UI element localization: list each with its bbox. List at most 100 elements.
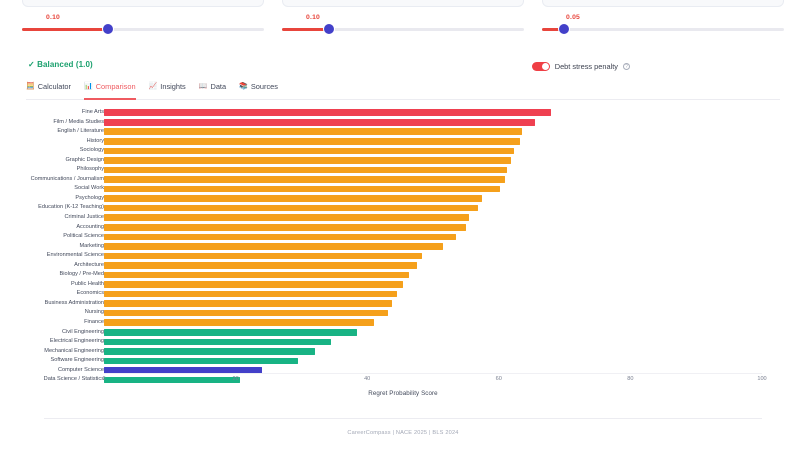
bar[interactable] <box>104 300 393 307</box>
question-card: How important is it that you truly enjoy… <box>542 0 784 7</box>
bar-row[interactable]: Mechanical Engineering <box>0 347 806 357</box>
bar[interactable] <box>104 185 501 193</box>
bar-category-label: Philosophy <box>76 166 104 173</box>
bar[interactable] <box>104 376 241 384</box>
bar[interactable] <box>104 166 508 174</box>
slider-track[interactable] <box>282 28 524 31</box>
bar-category-label: Environmental Science <box>46 252 104 259</box>
bar[interactable] <box>104 319 374 327</box>
bar-row[interactable]: History <box>0 137 806 147</box>
bar[interactable] <box>104 243 443 250</box>
bar-row[interactable]: Marketing <box>0 242 806 252</box>
x-tick: 20 <box>232 376 239 382</box>
bar-row[interactable]: Nursing <box>0 308 806 318</box>
bar[interactable] <box>104 290 397 298</box>
books-icon: 📚 <box>239 83 248 90</box>
bar-row[interactable]: Social Work <box>0 184 806 194</box>
slider-track-fill <box>282 28 328 31</box>
bar-category-label: Film / Media Studies <box>53 118 104 125</box>
bar[interactable] <box>104 338 331 346</box>
bar-category-label: Business Administration <box>44 299 104 306</box>
debt-stress-penalty-toggle[interactable] <box>531 62 550 71</box>
trend-up-icon: 📈 <box>148 83 158 90</box>
bar[interactable] <box>104 109 552 116</box>
tab-data[interactable]: 📖 Data <box>199 82 226 95</box>
bar-row[interactable]: Philosophy <box>0 165 806 175</box>
chart-bars: Fine Arts Film / Media Studies English / L… <box>0 108 806 385</box>
bar-category-label: English / Literature <box>57 128 104 135</box>
tab-calculator[interactable]: 🧮 Calculator <box>26 82 71 95</box>
bar[interactable] <box>104 309 389 317</box>
bar[interactable] <box>104 367 262 374</box>
bar-category-label: Biology / Pre-Med <box>59 271 104 278</box>
bar[interactable] <box>104 348 315 355</box>
bar[interactable] <box>104 147 514 155</box>
bar[interactable] <box>104 281 404 288</box>
bar-row[interactable]: Graphic Design <box>0 156 806 166</box>
bar-category-label: Fine Arts <box>81 109 104 115</box>
info-icon[interactable]: ? <box>623 63 630 70</box>
tab-label: Insights <box>160 82 186 91</box>
slider-thumb[interactable] <box>558 23 571 35</box>
slider-track-wrap[interactable] <box>22 23 264 35</box>
slider-thumb[interactable] <box>102 23 115 35</box>
bar-category-label: Software Engineering <box>50 357 105 364</box>
weight-sliders-row: How much does AI-replaceability matter t… <box>0 0 806 46</box>
bar[interactable] <box>104 157 511 164</box>
bar-row[interactable]: Sociology <box>0 146 806 156</box>
bar-row[interactable]: Software Engineering <box>0 356 806 366</box>
bar-row[interactable]: Education (K-12 Teaching) <box>0 203 806 213</box>
bar-category-label: Marketing <box>79 242 104 249</box>
bar-category-label: Communications / Journalism <box>30 175 104 182</box>
bar-row[interactable]: Finance <box>0 318 806 328</box>
bar[interactable] <box>104 195 483 202</box>
tab-insights[interactable]: 📈 Insights <box>149 82 186 95</box>
bar-row[interactable]: Accounting <box>0 223 806 233</box>
bar[interactable] <box>104 118 535 126</box>
bar-row[interactable]: Political Science <box>0 232 806 242</box>
slider-track[interactable] <box>542 28 784 31</box>
slider-thumb[interactable] <box>323 23 336 35</box>
bar-row[interactable]: Data Science / Statistics <box>0 375 806 385</box>
bar-row[interactable]: Fine Arts <box>0 108 806 118</box>
bar[interactable] <box>104 328 358 336</box>
slider-track-wrap[interactable] <box>542 23 784 35</box>
bar-row[interactable]: Business Administration <box>0 299 806 309</box>
bar-row[interactable]: Architecture <box>0 261 806 271</box>
tab-label: Comparison <box>95 82 136 91</box>
bar-row[interactable]: Criminal Justice <box>0 213 806 223</box>
debt-stress-penalty-group[interactable]: Debt stress penalty ? <box>531 62 630 71</box>
bar[interactable] <box>104 357 299 365</box>
book-icon: 📖 <box>198 83 208 90</box>
bar-row[interactable]: Computer Science <box>0 366 806 376</box>
bar[interactable] <box>104 204 478 212</box>
bar[interactable] <box>104 223 466 231</box>
bar[interactable] <box>104 252 422 260</box>
bar-row[interactable]: Civil Engineering <box>0 328 806 338</box>
tab-sources[interactable]: 📚 Sources <box>239 82 278 95</box>
tab-comparison[interactable]: 📊 Comparison <box>84 82 136 100</box>
bar-row[interactable]: Economics <box>0 289 806 299</box>
bar-category-label: Electrical Engineering <box>49 338 104 345</box>
bar-category-label: Psychology <box>75 194 104 201</box>
weight-slider-2: Is unemployment risk a concern for you i… <box>282 0 524 46</box>
bar-row[interactable]: Psychology <box>0 194 806 204</box>
bar[interactable] <box>104 138 520 145</box>
bar[interactable] <box>104 128 522 136</box>
debt-stress-penalty-label: Debt stress penalty <box>554 62 618 71</box>
bar-row[interactable]: Electrical Engineering <box>0 337 806 347</box>
bar-row[interactable]: Communications / Journalism <box>0 175 806 185</box>
bar-row[interactable]: English / Literature <box>0 127 806 137</box>
bar-category-label: Finance <box>84 319 104 326</box>
bar[interactable] <box>104 262 417 269</box>
bar-row[interactable]: Biology / Pre-Med <box>0 270 806 280</box>
bar[interactable] <box>104 176 506 183</box>
bar[interactable] <box>104 233 457 241</box>
bar[interactable] <box>104 271 409 279</box>
bar[interactable] <box>104 214 470 221</box>
slider-track-wrap[interactable] <box>282 23 524 35</box>
slider-track[interactable] <box>22 28 264 31</box>
bar-row[interactable]: Environmental Science <box>0 251 806 261</box>
bar-row[interactable]: Public Health <box>0 280 806 290</box>
bar-row[interactable]: Film / Media Studies <box>0 118 806 128</box>
